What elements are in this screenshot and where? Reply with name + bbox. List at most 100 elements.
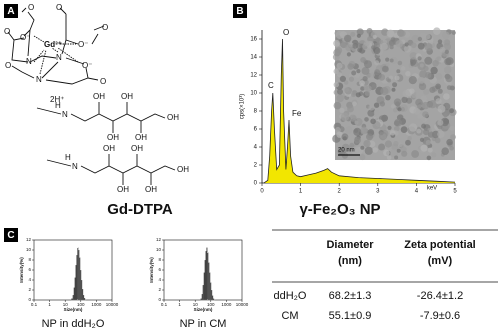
tem-particle — [430, 66, 438, 75]
tem-particle — [411, 150, 419, 158]
peak-label: O — [283, 28, 289, 37]
panel-label: C — [7, 230, 14, 241]
tem-particle — [404, 42, 409, 47]
atom-label: N — [36, 75, 42, 84]
tem-particle — [374, 69, 381, 76]
tem-particle — [369, 72, 375, 78]
tem-particle — [333, 101, 342, 110]
histogram-bar — [210, 282, 212, 301]
tem-particle — [352, 43, 359, 49]
y-tick-label: 2 — [254, 163, 258, 169]
atom-label: OH — [135, 133, 147, 142]
tem-particle — [352, 101, 357, 107]
tem-particle — [351, 70, 357, 76]
atom-label: OH — [93, 92, 105, 101]
tem-particle — [357, 47, 363, 53]
tem-particle — [367, 109, 375, 117]
tem-particle — [342, 136, 347, 141]
histogram-bar — [211, 289, 213, 301]
tem-particle — [394, 125, 400, 132]
tem-particle — [401, 96, 408, 104]
tem-particle — [349, 114, 357, 122]
tem-particle — [373, 110, 380, 116]
tem-particle — [344, 80, 349, 85]
panel-title: γ-Fe₂O₃ NP — [299, 201, 380, 218]
tem-particle — [393, 141, 399, 147]
tem-particle — [341, 143, 350, 152]
tem-particle — [378, 131, 388, 141]
tem-particle — [400, 66, 406, 71]
atom-label: OH — [145, 185, 157, 194]
tem-particle — [417, 113, 423, 119]
dtpa-skeleton — [7, 7, 105, 85]
atom-label: O — [4, 27, 10, 36]
tem-particle — [400, 30, 406, 37]
x-tick-label: 10000 — [106, 302, 119, 307]
tem-particle — [364, 117, 369, 122]
tem-particle — [445, 57, 454, 66]
plot-frame — [33, 239, 113, 301]
y-tick-label: 8 — [28, 257, 31, 262]
tem-particle — [344, 87, 349, 93]
spectrum-area — [263, 39, 455, 183]
atom-label: OH — [117, 185, 129, 194]
tem-particle — [446, 138, 453, 146]
chart-caption: NP in CM — [180, 318, 227, 330]
peak-label: Fe — [292, 109, 302, 118]
bond — [46, 159, 72, 167]
tem-particle — [386, 29, 395, 38]
atom-label: OH — [131, 144, 143, 153]
tem-particle — [397, 60, 403, 66]
atom-label: H — [65, 153, 71, 162]
tem-particle — [385, 94, 391, 101]
histogram-bar — [204, 259, 206, 301]
tem-particle — [393, 120, 400, 127]
x-axis-label: Size(nm) — [64, 307, 83, 312]
histogram-bar — [85, 299, 87, 301]
x-tick-label: 0 — [260, 189, 264, 195]
tem-particle — [423, 88, 430, 95]
tem-particle — [437, 119, 444, 126]
tem-particle — [420, 144, 428, 152]
tem-particle — [360, 57, 366, 63]
tem-particle — [417, 36, 423, 42]
histogram-bar — [202, 284, 204, 301]
tem-particle — [380, 87, 389, 96]
tem-particle — [354, 136, 362, 144]
x-tick-label: 1 — [178, 302, 181, 307]
atom-label: O⁻ — [82, 61, 92, 70]
panel-label: B — [236, 6, 243, 17]
tem-particle — [390, 149, 398, 158]
tem-particle — [354, 128, 359, 133]
y-tick-label: 8 — [254, 109, 258, 115]
y-axis-label: cps(×10³) — [240, 94, 246, 120]
tem-particle — [374, 42, 380, 49]
tem-particle — [445, 75, 453, 83]
tem-particle — [335, 126, 341, 133]
tem-particle — [402, 89, 411, 98]
y-tick-label: 12 — [250, 73, 257, 79]
tem-particle — [420, 117, 426, 122]
tem-particle — [411, 42, 417, 49]
tem-particle — [339, 75, 346, 82]
tem-particle — [427, 147, 433, 153]
y-tick-label: 10 — [250, 91, 257, 97]
x-axis-label: keV — [427, 186, 437, 192]
tem-particle — [434, 137, 441, 144]
tem-particle — [397, 142, 403, 148]
y-tick-label: 16 — [250, 37, 257, 43]
histogram-bar — [82, 288, 84, 301]
x-tick-label: 10 — [63, 302, 69, 307]
tem-particle — [409, 88, 415, 94]
table-cell: -26.4±1.2 — [417, 290, 463, 302]
tem-particle — [380, 42, 388, 51]
histogram-bar — [72, 294, 74, 301]
histogram-bar — [212, 295, 214, 301]
tem-particle — [361, 66, 370, 75]
table-cell: ddH₂O — [273, 290, 306, 302]
tem-particle — [437, 88, 443, 94]
table-cell: 55.1±0.9 — [329, 310, 372, 322]
tem-particle — [346, 52, 351, 57]
histogram-bar — [200, 298, 202, 301]
tem-particle — [413, 107, 421, 115]
